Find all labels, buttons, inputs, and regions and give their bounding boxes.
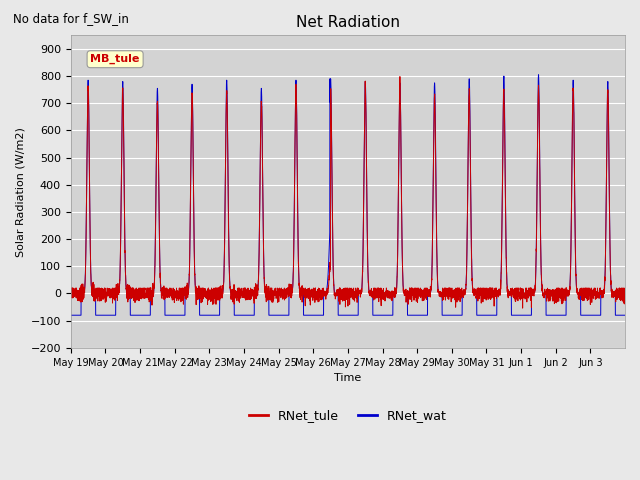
Y-axis label: Solar Radiation (W/m2): Solar Radiation (W/m2) xyxy=(15,127,25,256)
RNet_tule xyxy=(519,305,527,311)
RNet_tule xyxy=(67,294,75,300)
RNet_wat xyxy=(369,290,376,296)
RNet_wat xyxy=(67,312,75,318)
RNet_tule xyxy=(621,289,629,295)
RNet_tule xyxy=(369,292,376,298)
RNet_tule xyxy=(527,285,535,291)
RNet_wat xyxy=(527,312,535,318)
RNet_tule xyxy=(542,292,550,298)
RNet_wat xyxy=(398,243,406,249)
Line: RNet_wat: RNet_wat xyxy=(71,75,625,315)
RNet_tule xyxy=(182,285,189,291)
RNet_wat xyxy=(534,72,542,78)
RNet_wat xyxy=(182,290,189,296)
Title: Net Radiation: Net Radiation xyxy=(296,15,400,30)
RNet_tule xyxy=(398,252,406,257)
Legend: RNet_tule, RNet_wat: RNet_tule, RNet_wat xyxy=(244,404,451,427)
Text: MB_tule: MB_tule xyxy=(90,54,140,64)
RNet_tule xyxy=(396,74,404,80)
Text: No data for f_SW_in: No data for f_SW_in xyxy=(13,12,129,25)
Line: RNet_tule: RNet_tule xyxy=(71,77,625,308)
RNet_tule xyxy=(500,86,508,92)
RNet_wat xyxy=(541,290,549,296)
RNet_wat xyxy=(621,312,629,318)
RNet_wat xyxy=(500,73,508,79)
X-axis label: Time: Time xyxy=(334,373,362,383)
